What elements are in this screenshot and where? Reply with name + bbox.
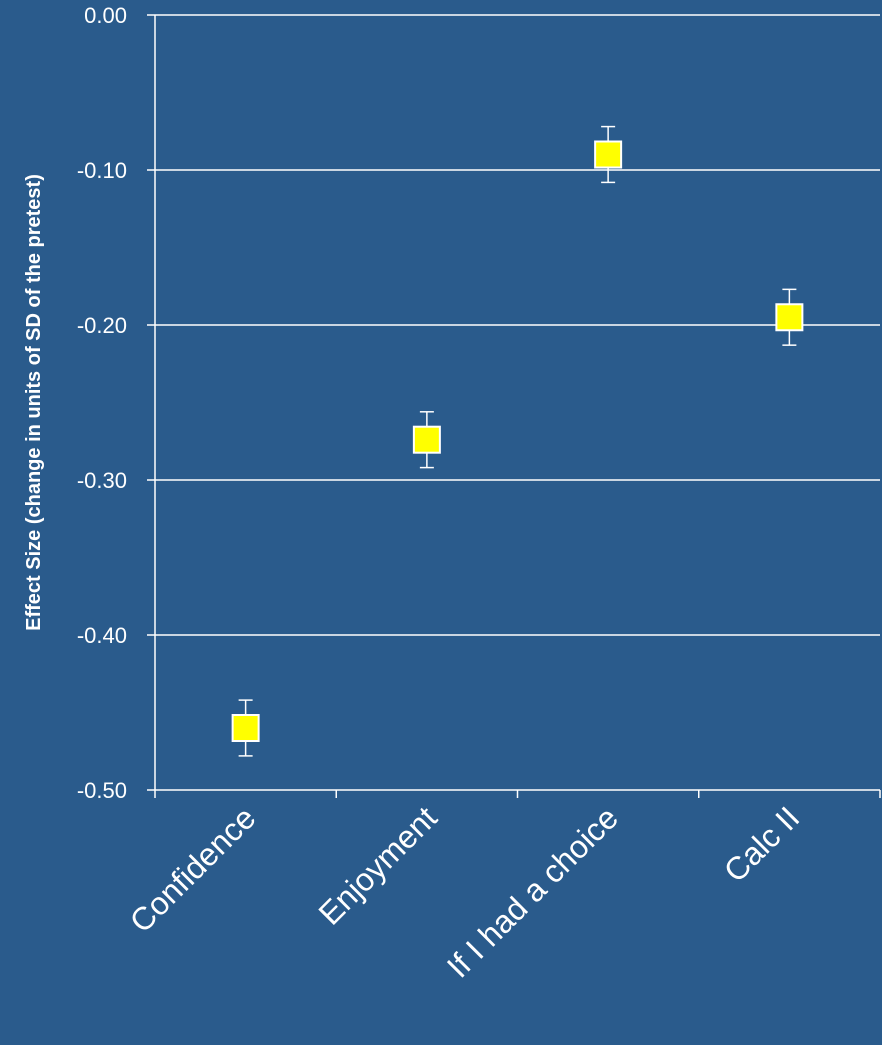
data-markers xyxy=(231,125,804,757)
data-point-marker xyxy=(231,714,260,742)
y-tick-label: -0.20 xyxy=(77,313,127,338)
data-point-marker xyxy=(594,140,623,169)
x-tick-label: If I had a choice xyxy=(440,799,625,984)
y-tick-label: 0.00 xyxy=(84,3,127,28)
y-tick-label: -0.40 xyxy=(77,623,127,648)
y-axis-title: Effect Size (change in units of SD of th… xyxy=(23,174,45,631)
x-tick-label: Confidence xyxy=(123,799,263,939)
data-point-marker xyxy=(412,425,441,454)
y-tick-label: -0.10 xyxy=(77,158,127,183)
gridlines xyxy=(155,14,880,636)
x-tick-label: Calc II xyxy=(717,799,807,889)
y-tick-label: -0.30 xyxy=(77,468,127,493)
x-tick-label: Enjoyment xyxy=(311,799,443,931)
y-tick-label: -0.50 xyxy=(77,778,127,803)
y-tick-labels: 0.00 -0.10 -0.20 -0.30 -0.40 -0.50 xyxy=(77,3,127,803)
data-point-marker xyxy=(775,303,804,332)
axes xyxy=(147,14,881,798)
